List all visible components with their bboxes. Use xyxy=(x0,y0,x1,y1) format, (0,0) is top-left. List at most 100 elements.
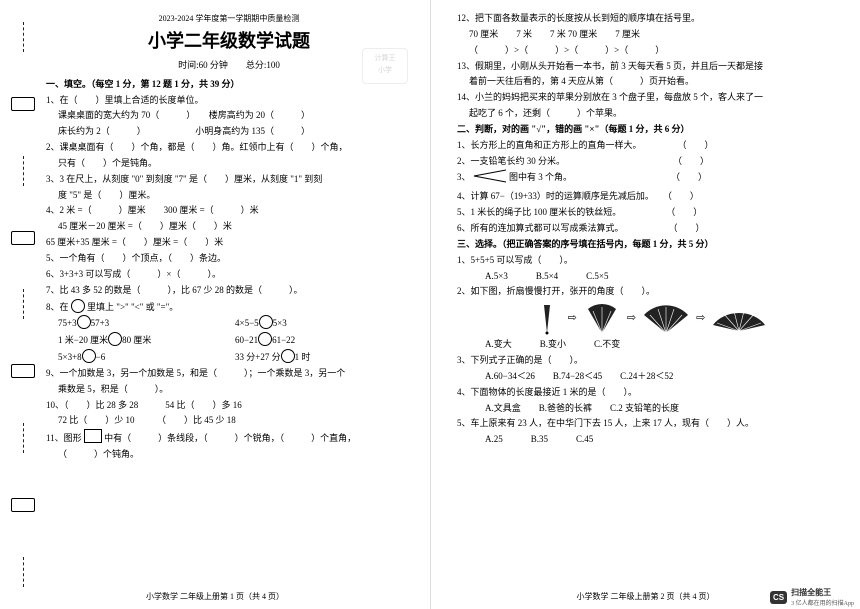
q9: 9、一个加数是 3，另一个加数是 5，和是（ ）；一个乘数是 3，另一个 xyxy=(46,366,412,381)
fan-open-icon xyxy=(711,301,767,335)
arrow-icon: ⇨ xyxy=(627,309,636,327)
c5-opt-a: A.25 xyxy=(485,432,503,447)
q8b-left: 4×5−5 xyxy=(235,318,259,328)
c2-opt-c: C.不变 xyxy=(594,337,620,352)
q4-line-b: 45 厘米－20 厘米 =（ ）厘米（ ）米 xyxy=(46,219,412,234)
q8e-left: 5×3+8 xyxy=(58,352,82,362)
q8-row1: 75+357+3 4×5−55×3 xyxy=(46,315,412,331)
q8b-right: 5×3 xyxy=(273,318,287,328)
q9-line-b: 乘数是 5，积是（ ）。 xyxy=(46,382,412,397)
scanner-watermark: CS 扫描全能王 3 亿人都在用的扫描App xyxy=(770,587,854,607)
fan-diagram: ⇨ ⇨ ⇨ xyxy=(457,301,842,335)
q8-suffix: 里填上 ">" "<" 或 "="。 xyxy=(87,302,178,312)
q8-prefix: 8、在 xyxy=(46,302,69,312)
q8a-left: 75+3 xyxy=(58,318,77,328)
j5: 5、1 米长的绳子比 100 厘米长的铁丝短。 （ ） xyxy=(457,205,842,220)
c1-opt-c: C.5×5 xyxy=(586,269,608,284)
j4: 4、计算 67−（19+33）时的运算顺序是先减后加。 （ ） xyxy=(457,189,842,204)
c2-opt-b: B.变小 xyxy=(540,337,566,352)
circle-icon xyxy=(82,349,96,363)
c4: 4、下面物体的长度最接近 1 米的是（ ）。 xyxy=(457,385,842,400)
q14: 14、小兰的妈妈把买来的苹果分别放在 3 个盘子里，每盘放 5 个，客人来了一 xyxy=(457,90,842,105)
c3-opt-a: A.60−34＜26 xyxy=(485,369,535,384)
q12-line-b: （ ）>（ ）>（ ）>（ ） xyxy=(457,43,842,58)
q3: 3、3 在尺上，从刻度 "0" 到刻度 "7" 是（ ）厘米，从刻度 "1" 到… xyxy=(46,172,412,187)
time-score: 时间:60 分钟 总分:100 xyxy=(46,58,412,73)
c1-options: A.5×3 B.5×4 C.5×5 xyxy=(457,269,842,284)
circle-icon xyxy=(108,332,122,346)
arrow-icon: ⇨ xyxy=(568,309,577,327)
q8: 8、在 里填上 ">" "<" 或 "="。 xyxy=(46,299,412,315)
q11: 11、图形 中有（ ）条线段，（ ）个锐角，（ ）个直角， xyxy=(46,429,412,446)
q13-line-b: 着前一天往后看的，第 4 天应从第（ ）页开始看。 xyxy=(457,74,842,89)
q4-line-c: 65 厘米+35 厘米 =（ ）厘米 =（ ）米 xyxy=(46,235,412,250)
q8c-left: 1 米−20 厘米 xyxy=(58,335,108,345)
circle-icon xyxy=(77,315,91,329)
circle-icon xyxy=(258,332,272,346)
q8e-right: −6 xyxy=(96,352,106,362)
q8c-right: 80 厘米 xyxy=(122,335,151,345)
binding-margin xyxy=(8,0,38,609)
q6: 6、3+3+3 可以写成（ ）×（ ）。 xyxy=(46,267,412,282)
q8-row3: 5×3+8−6 33 分+27 分1 时 xyxy=(46,349,412,365)
q3-line-b: 度 "5" 是（ ）厘米。 xyxy=(46,188,412,203)
c5: 5、车上原来有 23 人，在中华门下去 15 人，上来 17 人，现有（ ）人。 xyxy=(457,416,842,431)
c5-opt-c: C.45 xyxy=(576,432,593,447)
fan-half-icon xyxy=(583,301,621,335)
c2: 2、如下图，折扇慢慢打开，张开的角度（ ）。 xyxy=(457,284,842,299)
c3: 3、下列式子正确的是（ ）。 xyxy=(457,353,842,368)
j1: 1、长方形上的直角和正方形上的直角一样大。 （ ） xyxy=(457,138,842,153)
page-footer-1: 小学数学 二年级上册第 1 页（共 4 页） xyxy=(0,590,430,603)
q7: 7、比 43 多 52 的数是（ ），比 67 少 28 的数是（ ）。 xyxy=(46,283,412,298)
q12: 12、把下面各数量表示的长度按从长到短的顺序填在括号里。 xyxy=(457,11,842,26)
section-1-head: 一、填空。（每空 1 分，第 12 题 1 分，共 39 分） xyxy=(46,77,412,92)
c4-opt-c: C.2 支铅笔的长度 xyxy=(610,401,679,416)
q8d-left: 60−21 xyxy=(235,335,258,345)
circle-icon xyxy=(71,299,85,313)
c5-options: A.25 B.35 C.45 xyxy=(457,432,842,447)
c3-opt-c: C.24＋28＜52 xyxy=(620,369,673,384)
c2-opt-a: A.变大 xyxy=(485,337,512,352)
cs-badge-icon: CS xyxy=(770,591,787,604)
q2-line-b: 只有（ ）个是钝角。 xyxy=(46,156,412,171)
j2: 2、一支铅笔长约 30 分米。 （ ） xyxy=(457,154,842,169)
q10-line-a: 10、（ ）比 28 多 28 54 比（ ）多 16 xyxy=(46,398,412,413)
faint-stamp: 计算王 小学 xyxy=(362,48,408,84)
q8-row2: 1 米−20 厘米 80 厘米 60−21 61−22 xyxy=(46,332,412,348)
q13: 13、假期里，小刚从头开始看一本书，前 3 天每天看 5 页，并且后一天都是接 xyxy=(457,59,842,74)
j6: 6、所有的连加算式都可以写成乘法算式。 （ ） xyxy=(457,221,842,236)
q12-line-a: 70 厘米 7 米 7 米 70 厘米 7 厘米 xyxy=(457,27,842,42)
c1-opt-a: A.5×3 xyxy=(485,269,508,284)
q10-line-b: 72 比（ ）少 10 （ ）比 45 少 18 xyxy=(46,413,412,428)
section-3-head: 三、选择。（把正确答案的序号填在括号内，每题 1 分，共 5 分） xyxy=(457,237,842,252)
exam-title: 小学二年级数学试题 xyxy=(46,27,412,57)
q1-line-a: 课桌桌面的宽大约为 70（ ） 楼房高约为 20（ ） xyxy=(46,108,412,123)
watermark-sub: 3 亿人都在用的扫描App xyxy=(791,598,854,607)
rectangle-icon xyxy=(84,429,102,443)
circle-icon xyxy=(259,315,273,329)
j3-prefix: 3、 xyxy=(457,172,471,182)
stamp-line1: 计算王 xyxy=(363,53,407,65)
stamp-line2: 小学 xyxy=(363,65,407,77)
q8d-right: 61−22 xyxy=(272,335,295,345)
arrow-icon: ⇨ xyxy=(696,309,705,327)
c2-options: A.变大 B.变小 C.不变 xyxy=(457,337,842,352)
c3-opt-b: B.74−28＜45 xyxy=(553,369,602,384)
q1: 1、在（ ）里填上合适的长度单位。 xyxy=(46,93,412,108)
c1: 1、5+5+5 可以写成（ ）。 xyxy=(457,253,842,268)
j3-suffix: 图中有 3 个角。 （ ） xyxy=(509,172,707,182)
section-2-head: 二、判断，对的画 "√"，错的画 "×"（每题 1 分，共 6 分） xyxy=(457,122,842,137)
circle-icon xyxy=(281,349,295,363)
fan-wide-icon xyxy=(642,301,690,335)
q4-line-a: 4、2 米 =（ ）厘米 300 厘米 =（ ）米 xyxy=(46,203,412,218)
c4-options: A.文具盒 B.爸爸的长裤 C.2 支铅笔的长度 xyxy=(457,401,842,416)
exam-page-2: 12、把下面各数量表示的长度按从长到短的顺序填在括号里。 70 厘米 7 米 7… xyxy=(430,0,860,609)
q1-line-b: 床长约为 2（ ） 小明身高约为 135（ ） xyxy=(46,124,412,139)
q2: 2、课桌桌面有（ ）个角，都是（ ）角。红领巾上有（ ）个角， xyxy=(46,140,412,155)
c3-options: A.60−34＜26 B.74−28＜45 C.24＋28＜52 xyxy=(457,369,842,384)
c4-opt-a: A.文具盒 xyxy=(485,401,521,416)
year-header: 2023-2024 学年度第一学期期中质量检测 xyxy=(46,12,412,25)
c1-opt-b: B.5×4 xyxy=(536,269,558,284)
q11-prefix: 11、图形 xyxy=(46,433,82,443)
watermark-name: 扫描全能王 xyxy=(791,587,854,598)
